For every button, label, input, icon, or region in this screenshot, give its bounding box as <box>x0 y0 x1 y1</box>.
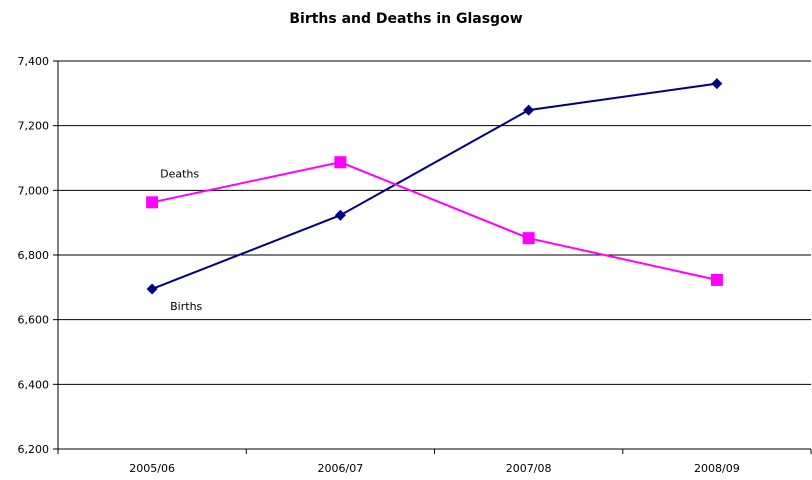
series-label-deaths: Deaths <box>160 167 199 180</box>
x-tick-label: 2005/06 <box>129 462 175 475</box>
data-point-births <box>711 78 722 89</box>
series: Births Deaths <box>146 78 723 313</box>
data-point-deaths <box>146 196 158 208</box>
gridlines <box>58 61 811 384</box>
y-tick-label: 7,200 <box>18 120 50 133</box>
y-tick-label: 6,400 <box>18 378 50 391</box>
y-tick-label: 6,800 <box>18 249 50 262</box>
x-axis-tick-labels: 2005/06 2006/07 2007/08 2008/09 <box>129 462 739 475</box>
data-point-deaths <box>334 156 346 168</box>
y-tick-label: 7,400 <box>18 55 50 68</box>
x-tick-label: 2006/07 <box>318 462 364 475</box>
series-deaths <box>146 156 723 286</box>
chart-title: Births and Deaths in Glasgow <box>289 11 522 27</box>
data-point-births <box>335 210 346 221</box>
x-tick-label: 2008/09 <box>694 462 740 475</box>
data-point-births <box>523 105 534 116</box>
y-tick-label: 6,200 <box>18 443 50 456</box>
data-point-deaths <box>523 232 535 244</box>
axes <box>53 61 811 454</box>
data-point-births <box>147 283 158 294</box>
series-line-births <box>152 84 717 289</box>
x-tick-label: 2007/08 <box>506 462 552 475</box>
series-line-deaths <box>152 162 717 280</box>
y-tick-label: 6,600 <box>18 314 50 327</box>
y-tick-label: 7,000 <box>18 184 50 197</box>
y-axis-tick-labels: 6,200 6,400 6,600 6,800 7,000 7,200 7,400 <box>18 55 50 456</box>
series-label-births: Births <box>170 300 202 313</box>
data-point-deaths <box>711 274 723 286</box>
